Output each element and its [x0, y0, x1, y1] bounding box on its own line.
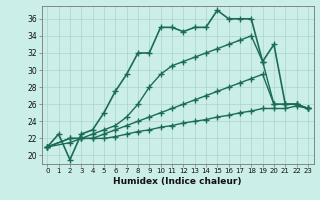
X-axis label: Humidex (Indice chaleur): Humidex (Indice chaleur) — [113, 177, 242, 186]
